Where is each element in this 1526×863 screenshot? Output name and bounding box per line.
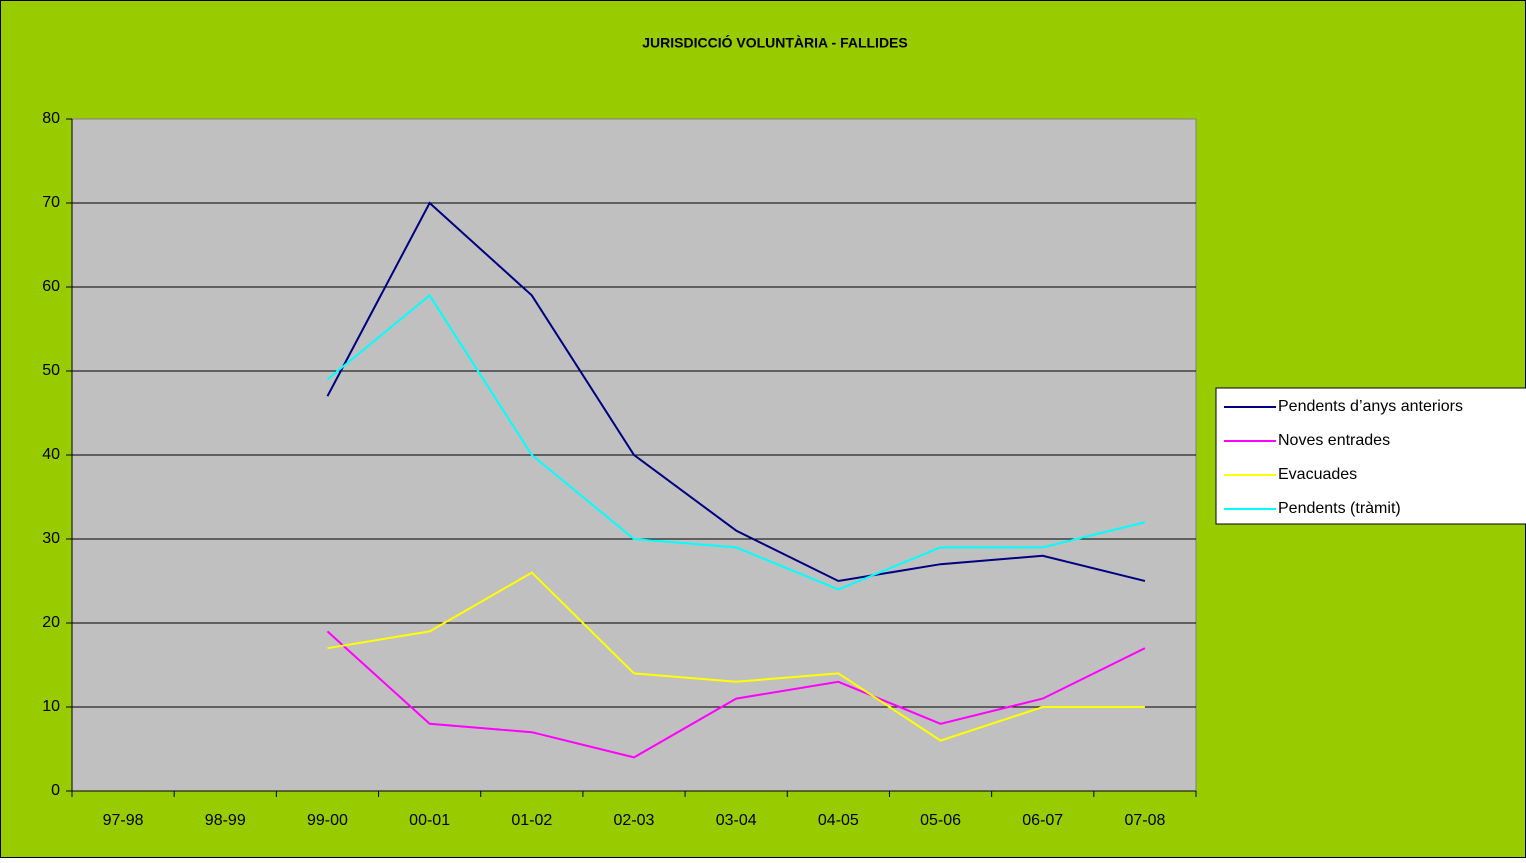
series-line xyxy=(327,571,1145,742)
x-tick-label: 04-05 xyxy=(818,812,859,829)
legend-label: Pendents (tràmit) xyxy=(1278,500,1401,517)
y-tick-label: 30 xyxy=(42,530,60,547)
series-line xyxy=(326,630,1146,759)
y-tick-label: 20 xyxy=(42,614,60,631)
x-tick-label: 06-07 xyxy=(1022,812,1063,829)
series-line xyxy=(326,201,1146,583)
x-tick-label: 00-01 xyxy=(409,812,450,829)
x-tick-label: 02-03 xyxy=(614,812,655,829)
legend-label: Evacuades xyxy=(1278,466,1357,483)
y-tick-label: 70 xyxy=(42,194,60,211)
legend-label: Noves entrades xyxy=(1278,432,1390,449)
y-tick-label: 50 xyxy=(42,362,60,379)
x-tick-label: 03-04 xyxy=(716,812,757,829)
x-tick-label: 05-06 xyxy=(920,812,961,829)
x-tick-label: 98-99 xyxy=(205,812,246,829)
y-tick-label: 0 xyxy=(51,782,60,799)
legend-label: Pendents d’anys anteriors xyxy=(1278,398,1463,415)
x-tick-label: 99-00 xyxy=(307,812,348,829)
x-tick-label: 07-08 xyxy=(1124,812,1165,829)
legend-box xyxy=(1215,387,1526,525)
x-tick-label: 97-98 xyxy=(103,812,144,829)
y-tick-label: 40 xyxy=(42,446,60,463)
y-tick-label: 60 xyxy=(42,278,60,295)
chart-title: JURISDICCIÓ VOLUNTÀRIA - FALLIDES xyxy=(642,34,908,51)
series-line xyxy=(326,293,1146,591)
x-tick-label: 01-02 xyxy=(511,812,552,829)
y-tick-label: 10 xyxy=(42,698,60,715)
y-tick-label: 80 xyxy=(42,110,60,127)
